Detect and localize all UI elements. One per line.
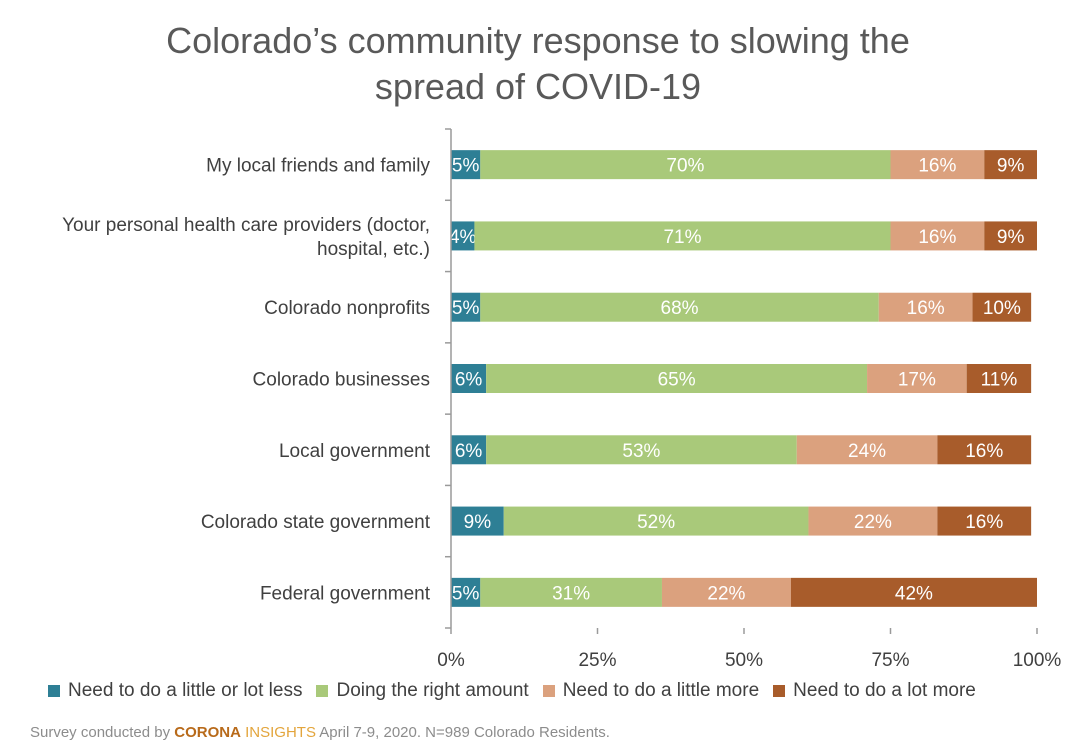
bar-segment [890,221,985,251]
bar-segment [451,150,481,180]
legend-item: Doing the right amount [316,680,529,702]
data-label: 6% [455,370,483,391]
footnote: Survey conducted by CORONA INSIGHTS Apri… [30,724,610,741]
bar-segment [451,577,481,607]
data-label: 16% [918,227,956,248]
legend-label: Doing the right amount [336,680,529,701]
legend-item: Need to do a little or lot less [48,680,302,702]
category-label-line: Colorado state government [201,512,431,533]
data-label: 70% [666,156,704,177]
data-label: 16% [907,298,945,319]
legend-label: Need to do a lot more [793,680,976,701]
data-label: 6% [455,441,483,462]
category-label: Colorado businesses [253,370,430,391]
data-label: 11% [981,370,1018,391]
data-label: 9% [997,227,1025,248]
category-label: Your personal health care providers (doc… [62,215,430,260]
data-label: 53% [622,441,660,462]
bar-segment [451,435,487,465]
data-label: 9% [997,156,1025,177]
category-label-line: My local friends and family [206,156,430,177]
category-label-line: Local government [279,441,431,462]
bar-segment [451,221,475,251]
legend-label: Need to do a little more [562,680,760,701]
data-label: 5% [452,156,480,177]
bar-segment [503,506,809,536]
chart-legend: Need to do a little or lot less Doing the… [48,680,1048,702]
brand-name-corona: CORONA [174,724,241,741]
data-label: 10% [983,298,1021,319]
legend-item: Need to do a little more [542,680,760,702]
x-tick-label: 0% [437,650,465,671]
data-label: 68% [661,298,699,319]
bar-segment [486,364,868,393]
bar-segment [480,150,891,180]
data-label: 5% [452,583,480,604]
bar-segment [937,506,1032,536]
bar-segment [474,221,891,251]
category-label: Federal government [260,583,431,604]
data-label: 16% [965,441,1003,462]
chart-title-line1: Colorado’s community response to slowing… [166,20,910,61]
bar-segment [790,577,1037,607]
x-tick-label: 25% [578,650,616,671]
legend-label: Need to do a little or lot less [68,680,303,701]
legend-item: Need to do a lot more [773,680,976,702]
bar-segment [972,292,1032,322]
data-label: 65% [658,370,696,391]
data-label: 31% [552,583,590,604]
bar-segment [984,150,1037,180]
legend-swatch [542,685,555,697]
bar-segment [661,577,791,607]
bar-segment [480,292,879,322]
bar-segment [808,506,938,536]
category-label-line: hospital, etc.) [317,239,430,260]
category-label-line: Colorado businesses [253,370,430,391]
bar-segment [890,150,985,180]
data-label: 4% [449,227,477,248]
bar-segment [966,364,1032,393]
data-label: 5% [452,298,480,319]
legend-swatch [48,685,60,697]
brand-name-insights: INSIGHTS [240,724,316,741]
bar-segment [937,435,1032,465]
bar-segment [984,221,1037,251]
legend-swatch [773,685,786,697]
bar-segment [878,292,973,322]
data-label: 9% [464,512,492,533]
bar-segment [480,577,662,607]
category-label: Colorado state government [201,512,431,533]
category-label: Colorado nonprofits [264,298,430,319]
chart-title-line2: spread of COVID-19 [374,66,702,107]
bar-segment [796,435,938,465]
bar-segment [451,364,487,393]
data-label: 42% [895,583,933,604]
category-label: Local government [279,441,431,462]
x-tick-label: 100% [1013,650,1062,671]
data-label: 71% [663,227,701,248]
legend-swatch [316,685,329,697]
data-label: 16% [965,512,1003,533]
category-label-line: Your personal health care providers (doc… [62,215,430,236]
data-label: 52% [637,512,675,533]
data-label: 22% [854,512,892,533]
bar-segment [486,435,797,465]
data-label: 16% [918,156,956,177]
x-tick-label: 50% [725,650,763,671]
category-label: My local friends and family [206,156,430,177]
data-label: 17% [898,370,936,391]
data-label: 24% [848,441,886,462]
stacked-bar-chart: 5% 70% 16% 9% My local friends and family 4% 7… [62,128,1062,671]
bar-segment [451,292,481,322]
data-label: 22% [707,583,745,604]
x-tick-label: 75% [871,650,909,671]
bar-segment [867,364,967,393]
bar-segment [451,506,504,536]
footnote-prefix: Survey conducted by [30,724,175,741]
chart-title: Colorado’s community response to slowing… [0,18,1076,110]
category-label-line: Colorado nonprofits [264,298,430,319]
category-label-line: Federal government [260,583,431,604]
footnote-suffix: April 7-9, 2020. N=989 Colorado Resident… [315,724,610,741]
